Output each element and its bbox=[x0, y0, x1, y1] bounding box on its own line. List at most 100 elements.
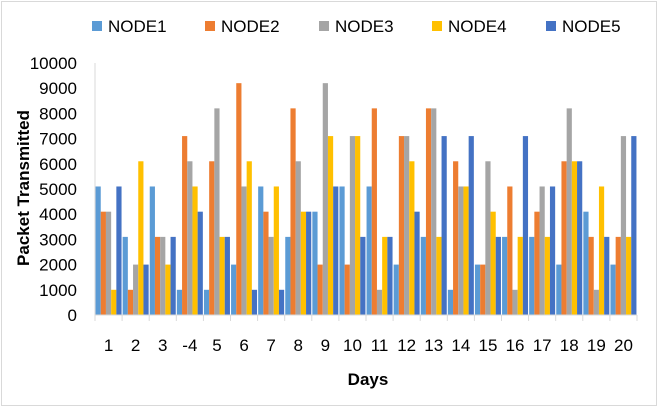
bar-node2-day-14 bbox=[453, 161, 459, 315]
y-tick-label: 3000 bbox=[39, 230, 77, 249]
bar-node4-day-17 bbox=[544, 236, 550, 315]
y-tick-label: 5000 bbox=[39, 180, 77, 199]
bar-node5-day-1 bbox=[116, 186, 122, 315]
y-axis: 0 1000 2000 3000 4000 5000 6000 7000 8000 9000 100… bbox=[30, 54, 96, 325]
bar-node4-day-10 bbox=[355, 136, 361, 315]
bar-node2-day-9 bbox=[317, 264, 323, 315]
bar-node2-day-5 bbox=[209, 161, 215, 315]
bar-node4-day--4 bbox=[192, 186, 198, 315]
x-axis-title: Days bbox=[348, 370, 389, 389]
bar-node3-day-10 bbox=[349, 136, 356, 315]
bar-node3-day-19 bbox=[593, 289, 599, 315]
bar-node4-day-18 bbox=[571, 161, 578, 315]
x-tick-label: 11 bbox=[371, 336, 389, 355]
bar-node2-day-13 bbox=[425, 108, 432, 315]
bar-node3-day-8 bbox=[295, 161, 301, 315]
bar-node4-day-6 bbox=[246, 161, 252, 315]
bar-node1-day-14 bbox=[447, 289, 454, 315]
x-tick-label: 7 bbox=[266, 336, 275, 355]
bar-node5-day-16 bbox=[522, 136, 529, 315]
bar-node4-day-5 bbox=[219, 236, 225, 315]
x-tick-label: 10 bbox=[343, 336, 362, 355]
x-tick-label: 8 bbox=[294, 336, 303, 355]
x-tick-label: 14 bbox=[451, 336, 470, 355]
x-tick-label: 3 bbox=[158, 336, 167, 355]
bar-node1-day-7 bbox=[258, 186, 264, 315]
bar-node1-day-19 bbox=[583, 211, 589, 315]
y-tick-label: 1000 bbox=[39, 281, 77, 300]
bar-node5-day-19 bbox=[604, 236, 610, 315]
bar-node1-day-1 bbox=[95, 186, 101, 315]
legend-label-node4: NODE4 bbox=[448, 17, 507, 36]
legend-label-node5: NODE5 bbox=[562, 17, 621, 36]
x-tick-label: 1 bbox=[104, 336, 113, 355]
bar-node1-day-6 bbox=[231, 264, 237, 315]
bar-node3-day-3 bbox=[160, 236, 166, 315]
bar-node1-day-17 bbox=[529, 236, 535, 315]
bar-node3-day-14 bbox=[458, 186, 464, 315]
bar-node5-day-10 bbox=[360, 236, 366, 315]
bar-node4-day-9 bbox=[327, 136, 334, 315]
bar-node5-day-18 bbox=[577, 161, 583, 315]
bar-node1-day--4 bbox=[176, 289, 183, 315]
legend-label-node3: NODE3 bbox=[335, 17, 394, 36]
x-tick-label: 2 bbox=[131, 336, 140, 355]
bar-node5-day-12 bbox=[414, 211, 420, 315]
bars bbox=[95, 83, 637, 315]
bar-node4-day-1 bbox=[111, 289, 117, 315]
bar-node1-day-5 bbox=[203, 289, 210, 315]
bar-node1-day-9 bbox=[312, 211, 318, 315]
y-tick-label: 7000 bbox=[39, 130, 77, 149]
bar-node4-day-7 bbox=[273, 186, 279, 315]
y-axis-title: Packet Transmitted bbox=[14, 110, 33, 266]
x-tick-label: 9 bbox=[321, 336, 330, 355]
bar-node5-day-6 bbox=[251, 289, 258, 315]
bar-node1-day-13 bbox=[420, 236, 426, 315]
bar-node1-day-3 bbox=[149, 186, 155, 315]
bar-node5-day-9 bbox=[333, 186, 339, 315]
bar-node2-day-8 bbox=[290, 108, 296, 315]
bar-node1-day-11 bbox=[366, 186, 372, 315]
bar-node5-day-17 bbox=[549, 186, 556, 315]
bar-node2-day-2 bbox=[127, 289, 134, 315]
bar-node2-day-16 bbox=[507, 186, 513, 315]
y-tick-label: 6000 bbox=[39, 155, 77, 174]
bar-node3-day-20 bbox=[620, 136, 627, 315]
legend-swatch-node4 bbox=[432, 21, 442, 31]
legend-swatch-node2 bbox=[205, 21, 215, 31]
bar-node1-day-18 bbox=[556, 264, 562, 315]
bar-node2-day-18 bbox=[561, 161, 567, 315]
bar-node4-day-12 bbox=[409, 161, 415, 315]
bar-node2-day-20 bbox=[615, 236, 621, 315]
x-tick-label: 15 bbox=[478, 336, 497, 355]
bar-node2-day-19 bbox=[588, 236, 594, 315]
bar-node3-day-16 bbox=[512, 289, 518, 315]
bar-node5-day-2 bbox=[143, 264, 149, 315]
y-tick-label: 0 bbox=[68, 306, 77, 325]
bar-node3-day-9 bbox=[322, 83, 328, 315]
bar-node3-day-15 bbox=[485, 161, 491, 315]
bar-node4-day-16 bbox=[517, 236, 523, 315]
bar-node1-day-20 bbox=[610, 264, 616, 315]
bar-node3-day-6 bbox=[241, 186, 247, 315]
bar-node4-day-15 bbox=[490, 211, 496, 315]
x-tick-label: 5 bbox=[212, 336, 221, 355]
bar-node2-day--4 bbox=[182, 136, 188, 315]
bar-node1-day-8 bbox=[285, 236, 291, 315]
bar-node4-day-8 bbox=[300, 211, 307, 315]
bar-node3-day-12 bbox=[404, 136, 410, 315]
bar-node5-day-20 bbox=[631, 136, 637, 315]
x-tick-label: 17 bbox=[533, 336, 552, 355]
bar-node4-day-19 bbox=[598, 186, 605, 315]
x-axis: 1 2 3 -4 5 6 7 8 9 10 11 12 13 14 15 16 17 18 19 20 bbox=[94, 314, 638, 355]
bar-node5-day-5 bbox=[224, 236, 230, 315]
bar-node5-day-3 bbox=[170, 236, 176, 315]
bar-node4-day-14 bbox=[463, 186, 469, 315]
bar-node2-day-7 bbox=[263, 211, 269, 315]
y-tick-label: 4000 bbox=[39, 205, 77, 224]
bar-node4-day-11 bbox=[382, 236, 388, 315]
bar-node1-day-12 bbox=[393, 264, 399, 315]
x-tick-label: 6 bbox=[239, 336, 248, 355]
bar-node2-day-1 bbox=[100, 211, 106, 315]
